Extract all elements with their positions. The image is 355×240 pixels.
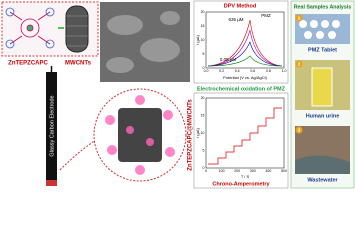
connector xyxy=(59,139,97,171)
y-tick-label: 20 xyxy=(201,10,205,14)
samples-title: Real Samples Analysis xyxy=(294,4,352,10)
dpv-panel xyxy=(193,0,289,84)
y-tick-label: 5 xyxy=(203,148,205,152)
x-tick-label: 0.2 xyxy=(219,69,224,73)
y-tick-label: 5 xyxy=(203,52,205,56)
x-tick-label: 100 xyxy=(219,169,225,173)
dpv-y-label: I (µA) xyxy=(195,34,200,45)
x-tick-label: 0.8 xyxy=(266,69,271,73)
y-tick-label: 15 xyxy=(201,24,205,28)
y-tick-label: 0 xyxy=(203,166,205,170)
water xyxy=(295,155,350,174)
dpv-curves xyxy=(207,19,283,67)
y-tick-label: 15 xyxy=(201,113,205,117)
graphical-abstract: ZnTEPZCAPC MWCNTs Glassy Carbon Electrod… xyxy=(1,0,355,189)
electrode-label: Glassy Carbon Electrode xyxy=(49,95,55,156)
y-tick-label: 0 xyxy=(203,66,205,70)
tablet-image xyxy=(295,14,350,44)
ca-y-label: I (µA) xyxy=(195,127,200,138)
y-tick-label: 10 xyxy=(201,131,205,135)
sample-label: Wastewater xyxy=(307,177,338,183)
y-tick-label: 10 xyxy=(201,38,205,42)
ca-axes xyxy=(205,97,285,169)
composite-sketch xyxy=(105,95,175,175)
tablets xyxy=(299,20,340,39)
cnt-sketch xyxy=(65,5,89,53)
reaction-label: Electrochemical oxidation of PMZ xyxy=(197,86,286,92)
sample-number: 2 xyxy=(298,61,301,66)
molecule-label: ZnTEPZCAPC xyxy=(8,61,48,67)
x-tick-label: 0.0 xyxy=(204,69,209,73)
x-tick-label: 200 xyxy=(234,169,240,173)
urine-cup xyxy=(311,67,333,107)
composite-label: ZnTEPZCAPC@MWCNTs xyxy=(188,99,194,171)
dpv-high: 635 µM xyxy=(228,17,243,22)
dpv-x-label: Potential (V vs. Ag/AgCl) xyxy=(223,75,267,80)
dpv-low: 0.05 µM xyxy=(220,57,237,62)
x-tick-label: 300 xyxy=(250,169,256,173)
electrode xyxy=(46,72,57,180)
sample-badge xyxy=(295,60,303,68)
ca-curve xyxy=(208,107,282,165)
sample-label: PMZ Tablet xyxy=(308,47,337,53)
cnt-label: MWCNTs xyxy=(65,61,92,67)
cnt-lines xyxy=(66,15,88,47)
dpv-analyte: PMZ xyxy=(261,13,271,18)
molecule-sketch xyxy=(5,7,55,49)
y-tick-label: 20 xyxy=(201,96,205,100)
ca-x-label: T / S xyxy=(241,174,250,179)
x-tick-label: 1.0 xyxy=(282,69,287,73)
x-tick-label: 500 xyxy=(281,169,287,173)
sample-badge xyxy=(295,14,303,22)
dpv-title: DPV Method xyxy=(224,3,256,9)
sem-texture xyxy=(106,11,180,73)
sample-badge xyxy=(295,126,303,134)
x-tick-label: 400 xyxy=(265,169,271,173)
x-tick-label: 0 xyxy=(205,169,207,173)
sample-label: Human urine xyxy=(306,113,340,119)
sample-number: 1 xyxy=(298,15,301,20)
sample-number: 3 xyxy=(298,127,301,132)
x-tick-label: 0.4 xyxy=(235,69,240,73)
ca-panel xyxy=(193,92,289,189)
dpv-axes xyxy=(205,11,285,69)
x-tick-label: 0.6 xyxy=(250,69,255,73)
electrode-tip xyxy=(46,180,57,186)
ca-title: Chrono-Amperometry xyxy=(212,181,270,187)
